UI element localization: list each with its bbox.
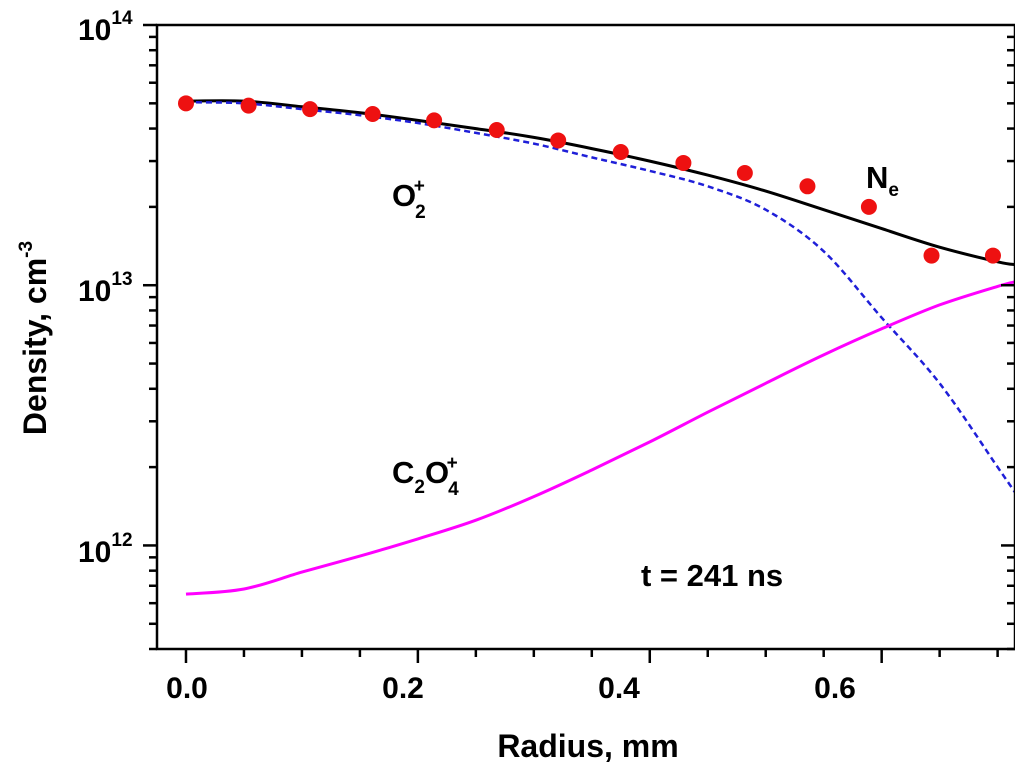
x-tick-label-2: 0.4 xyxy=(598,672,640,705)
series-o2plus-line xyxy=(185,100,1015,494)
time-annotation: t = 241 ns xyxy=(641,558,783,593)
ne-marker-11 xyxy=(860,198,877,215)
y-axis-title: Density, cm-3 xyxy=(16,241,53,435)
ne-marker-10 xyxy=(799,178,816,195)
series-c2o4plus-line xyxy=(185,280,1015,596)
ne-marker-0 xyxy=(177,95,194,112)
x-tick-label-3: 0.6 xyxy=(814,672,856,705)
plot-frame xyxy=(155,23,1015,651)
ne-marker-1 xyxy=(240,97,257,114)
ne-marker-9 xyxy=(736,164,753,181)
ne-marker-8 xyxy=(675,154,692,171)
ne-marker-3 xyxy=(364,105,381,122)
x-tick-label-0: 0.0 xyxy=(166,672,208,705)
ne-marker-6 xyxy=(550,132,567,149)
y-tick-label-14: 1014 xyxy=(78,8,133,47)
ne-marker-2 xyxy=(302,101,319,118)
ne-marker-13 xyxy=(984,247,1001,264)
series-layer xyxy=(177,95,1015,596)
y-tick-label-13: 1013 xyxy=(78,269,133,308)
ne-marker-5 xyxy=(488,121,505,138)
ticks-layer xyxy=(143,23,1015,663)
label-o2plus: O2+ xyxy=(392,176,426,223)
ne-marker-7 xyxy=(612,144,629,161)
label-c2o4plus: C2O4+ xyxy=(392,453,459,500)
y-tick-label-12: 1012 xyxy=(78,530,133,569)
x-axis-title: Radius, mm xyxy=(497,728,678,764)
series-ne-markers xyxy=(177,95,1001,264)
label-ne: Ne xyxy=(866,160,899,201)
ne-marker-12 xyxy=(923,247,940,264)
x-tick-label-1: 0.2 xyxy=(382,672,424,705)
ne-marker-4 xyxy=(426,112,443,129)
